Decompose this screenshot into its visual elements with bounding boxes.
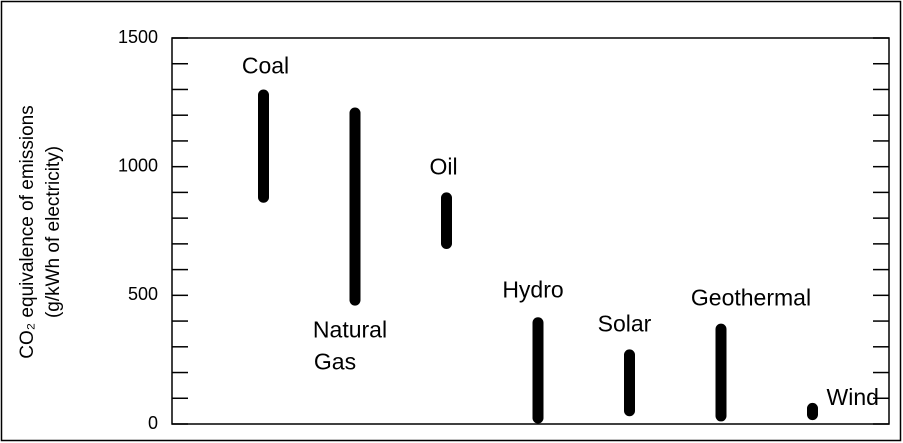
y-tick-label: 500 [128,284,158,304]
y-axis-title: CO₂ equivalence of emissions (g/kWh of e… [17,105,64,358]
category-label: Oil [429,153,457,179]
y-tick-label: 1500 [118,27,158,47]
range-bar [715,323,727,422]
range-bar [532,317,544,424]
category-label: Hydro [502,276,563,302]
y-axis-title-line: CO₂ equivalence of emissions [17,105,38,358]
category-label-line: Gas [314,349,356,375]
range-bar [258,89,269,203]
category-label: Natural Gas [313,317,387,375]
y-tick-label: 1000 [118,155,158,175]
category-label: Solar [598,310,652,336]
plot-frame [171,37,890,425]
category-label: Geothermal [691,285,811,311]
category-label-line: Natural [313,317,387,343]
category-label: Wind [827,384,879,410]
y-tick-label: 0 [148,413,158,433]
range-bar [624,349,635,417]
category-label: Coal [242,53,289,79]
y-axis-title-line: (g/kWh of electricity) [43,146,64,318]
range-bar [807,402,818,421]
range-bar [441,192,452,250]
range-bar [349,107,361,306]
